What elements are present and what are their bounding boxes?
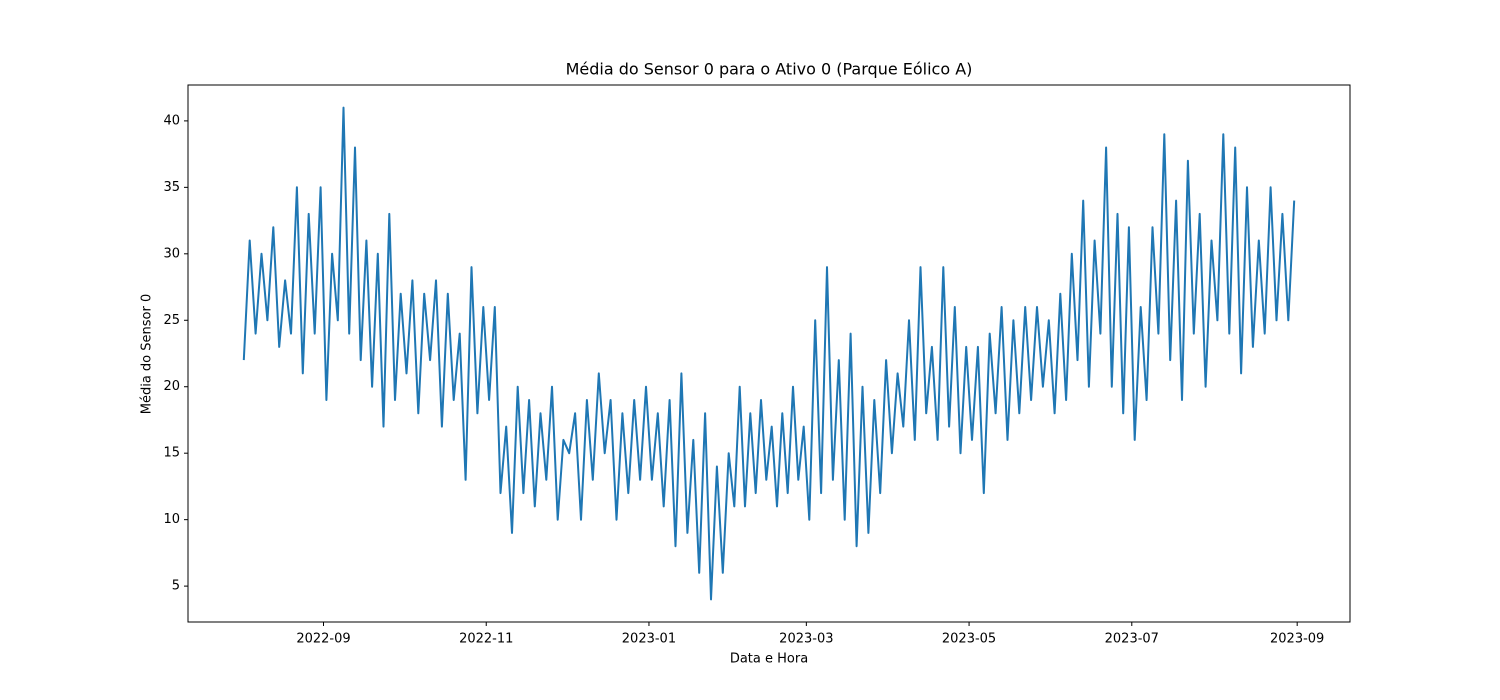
y-tick-label: 40 <box>163 113 180 128</box>
y-tick-label: 30 <box>163 246 180 261</box>
x-tick-label: 2023-01 <box>622 632 676 647</box>
y-tick-label: 5 <box>172 579 180 594</box>
x-tick-label: 2023-09 <box>1270 632 1324 647</box>
x-axis-label: Data e Hora <box>730 652 808 667</box>
x-tick-label: 2022-09 <box>296 632 350 647</box>
x-tick-label: 2023-07 <box>1105 632 1159 647</box>
y-tick-label: 15 <box>163 446 180 461</box>
x-tick-label: 2023-05 <box>942 632 996 647</box>
y-tick-label: 35 <box>163 180 180 195</box>
y-axis-label: Média do Sensor 0 <box>140 294 155 414</box>
data-line <box>242 106 1296 601</box>
x-tick-label: 2022-11 <box>459 632 513 647</box>
y-tick-label: 10 <box>163 512 180 527</box>
x-tick-label: 2023-03 <box>779 632 833 647</box>
plot-frame <box>187 84 1351 623</box>
y-tick-label: 20 <box>163 379 180 394</box>
y-tick-label: 25 <box>163 313 180 328</box>
chart-title: Média do Sensor 0 para o Ativo 0 (Parque… <box>566 60 973 79</box>
